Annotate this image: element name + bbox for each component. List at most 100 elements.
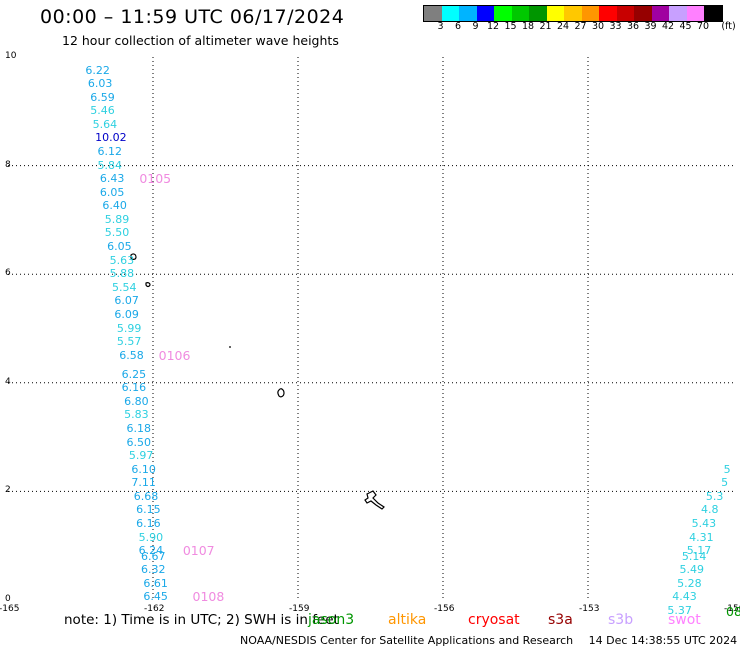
swh-value: 5.57 bbox=[116, 335, 142, 349]
lat-tick-label: 8 bbox=[5, 159, 11, 170]
legend-label: 33 bbox=[609, 21, 622, 32]
satellite-legend-item: jason3 bbox=[308, 612, 355, 628]
swh-value: 6.24 bbox=[138, 544, 164, 558]
lat-tick-label: 0 bbox=[5, 594, 11, 604]
legend-label: 42 bbox=[661, 21, 675, 32]
lon-tick-label: -156 bbox=[434, 604, 455, 614]
swh-value: 5.83 bbox=[124, 408, 149, 422]
legend-label: 24 bbox=[556, 21, 570, 32]
lon-tick-label: -159 bbox=[289, 604, 310, 614]
lat-tick-label: 2 bbox=[5, 485, 11, 496]
map-title: 00:00 – 11:59 UTC 06/17/2024 bbox=[40, 6, 345, 28]
satellite-legend-item: cryosat bbox=[468, 612, 520, 628]
swh-value: 5.89 bbox=[104, 212, 130, 226]
swh-value: 5.3 bbox=[705, 489, 724, 503]
lat-tick-label: 10 bbox=[5, 51, 17, 61]
map-subtitle: 12 hour collection of altimeter wave hei… bbox=[62, 33, 339, 48]
legend-label: 45 bbox=[679, 21, 692, 32]
legend-swatch bbox=[616, 6, 634, 21]
credit-timestamp: 14 Dec 14:38:55 UTC 2024 bbox=[588, 634, 738, 647]
legend-label: 70 bbox=[696, 21, 710, 32]
swh-value: 6.61 bbox=[143, 576, 168, 590]
legend-swatch bbox=[704, 6, 722, 21]
legend-swatch bbox=[686, 6, 704, 21]
swh-value: 6.80 bbox=[124, 394, 149, 408]
legend-label: 3 bbox=[437, 21, 444, 32]
swh-value: 6.05 bbox=[107, 240, 132, 254]
swh-value: 5.43 bbox=[691, 516, 717, 530]
swh-value: 6.10 bbox=[131, 462, 156, 476]
swh-value: 6.03 bbox=[87, 77, 113, 91]
pass-label: 0107 bbox=[182, 543, 215, 559]
footer-credit: NOAA/NESDIS Center for Satellite Applica… bbox=[240, 634, 737, 647]
lon-tick-label: -153 bbox=[579, 604, 600, 614]
swh-value: 5.17 bbox=[686, 544, 712, 558]
swh-value: 6.16 bbox=[136, 516, 161, 530]
island-outline bbox=[364, 490, 385, 510]
legend-label: 36 bbox=[626, 21, 640, 32]
lon-tick-label: -162 bbox=[144, 604, 165, 614]
swh-value: 6.22 bbox=[85, 63, 110, 77]
island-outline bbox=[277, 388, 285, 398]
swh-value: 5.64 bbox=[92, 117, 118, 131]
swh-value: 4.31 bbox=[689, 530, 714, 544]
pass-label: 0105 bbox=[139, 171, 172, 187]
swh-value: 6.16 bbox=[121, 381, 147, 395]
legend-label: 18 bbox=[521, 21, 535, 32]
satellite-legend-item: s3a bbox=[548, 612, 573, 628]
satellite-legend-item: s3b bbox=[608, 612, 634, 628]
legend-swatch bbox=[669, 6, 687, 21]
legend-label: 21 bbox=[539, 21, 552, 32]
swh-value: 5.99 bbox=[116, 321, 142, 335]
swh-value: 5.84 bbox=[97, 158, 123, 172]
legend-swatch bbox=[599, 6, 617, 21]
legend-swatch bbox=[564, 6, 582, 21]
swh-value: 5.14 bbox=[681, 549, 707, 563]
legend-swatch bbox=[424, 6, 442, 21]
swh-value: 5.88 bbox=[109, 267, 135, 281]
pass-label: 0108 bbox=[192, 589, 225, 605]
swh-value: 5.37 bbox=[667, 603, 692, 617]
legend-swatch bbox=[634, 6, 652, 21]
lon-tick-label: -165 bbox=[0, 604, 20, 614]
swh-value: 5.63 bbox=[109, 253, 135, 267]
island-outline bbox=[145, 282, 151, 288]
legend-swatch bbox=[651, 6, 669, 21]
swh-value: 6.67 bbox=[141, 549, 166, 563]
footer-note: note: 1) Time is in UTC; 2) SWH is in fe… bbox=[64, 612, 339, 628]
legend-swatch bbox=[476, 6, 494, 21]
swh-value: 6.09 bbox=[114, 307, 139, 321]
island-outline bbox=[130, 253, 137, 260]
pass-label: 0106 bbox=[158, 347, 191, 363]
legend-swatch bbox=[581, 6, 599, 21]
legend-swatch bbox=[459, 6, 477, 21]
legend-label: 27 bbox=[574, 21, 587, 32]
pass-label: 08 bbox=[726, 603, 740, 619]
swh-value: 5.54 bbox=[112, 280, 137, 294]
swh-value: 6.45 bbox=[143, 590, 168, 604]
swh-value: 7.11 bbox=[131, 476, 156, 490]
swh-value: 4.43 bbox=[672, 590, 697, 604]
legend-label: 6 bbox=[454, 21, 462, 32]
legend-label: (ft) bbox=[721, 21, 736, 32]
swh-color-legend bbox=[423, 5, 723, 22]
swh-value: 5 bbox=[723, 462, 731, 476]
legend-swatch bbox=[494, 6, 512, 21]
swh-value: 5 bbox=[721, 476, 729, 490]
swh-color-legend-labels: 3 6 9 12 15 18 21 24 27 30 33 36 39 42 45 70 (ft) bbox=[423, 21, 736, 33]
legend-swatch bbox=[546, 6, 564, 21]
swh-value: 6.32 bbox=[141, 563, 166, 577]
swh-value: 6.50 bbox=[126, 435, 152, 449]
swh-value: 6.58 bbox=[119, 348, 144, 362]
legend-label: 39 bbox=[644, 21, 657, 32]
swh-value: 4.8 bbox=[701, 503, 719, 517]
swh-value: 6.07 bbox=[114, 294, 139, 308]
swh-value: 5.28 bbox=[677, 576, 702, 590]
swh-value: 10.02 bbox=[95, 131, 127, 145]
swh-value: 5.49 bbox=[679, 563, 705, 577]
lat-tick-label: 4 bbox=[5, 376, 11, 387]
legend-swatch bbox=[529, 6, 547, 21]
swh-value: 6.12 bbox=[97, 145, 123, 159]
swh-value: 6.25 bbox=[121, 367, 147, 381]
